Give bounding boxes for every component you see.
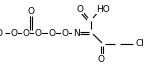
Text: N: N [73, 28, 79, 38]
Text: O: O [11, 28, 17, 38]
Text: O: O [98, 54, 104, 64]
Text: O: O [28, 6, 35, 15]
Text: HO: HO [96, 4, 110, 14]
Text: O: O [48, 28, 56, 38]
Text: O: O [35, 28, 41, 38]
Text: O: O [0, 28, 3, 38]
Text: O: O [76, 4, 83, 14]
Text: Cl: Cl [136, 40, 145, 48]
Text: O: O [62, 28, 69, 38]
Text: O: O [23, 28, 29, 38]
